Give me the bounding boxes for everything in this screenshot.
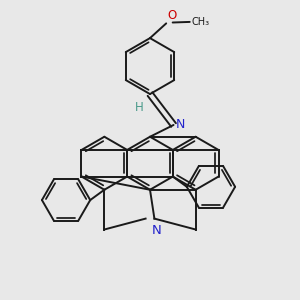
Text: O: O xyxy=(168,9,177,22)
Text: N: N xyxy=(176,118,185,131)
Text: H: H xyxy=(134,101,143,114)
Text: N: N xyxy=(152,224,161,237)
Text: CH₃: CH₃ xyxy=(191,17,209,27)
